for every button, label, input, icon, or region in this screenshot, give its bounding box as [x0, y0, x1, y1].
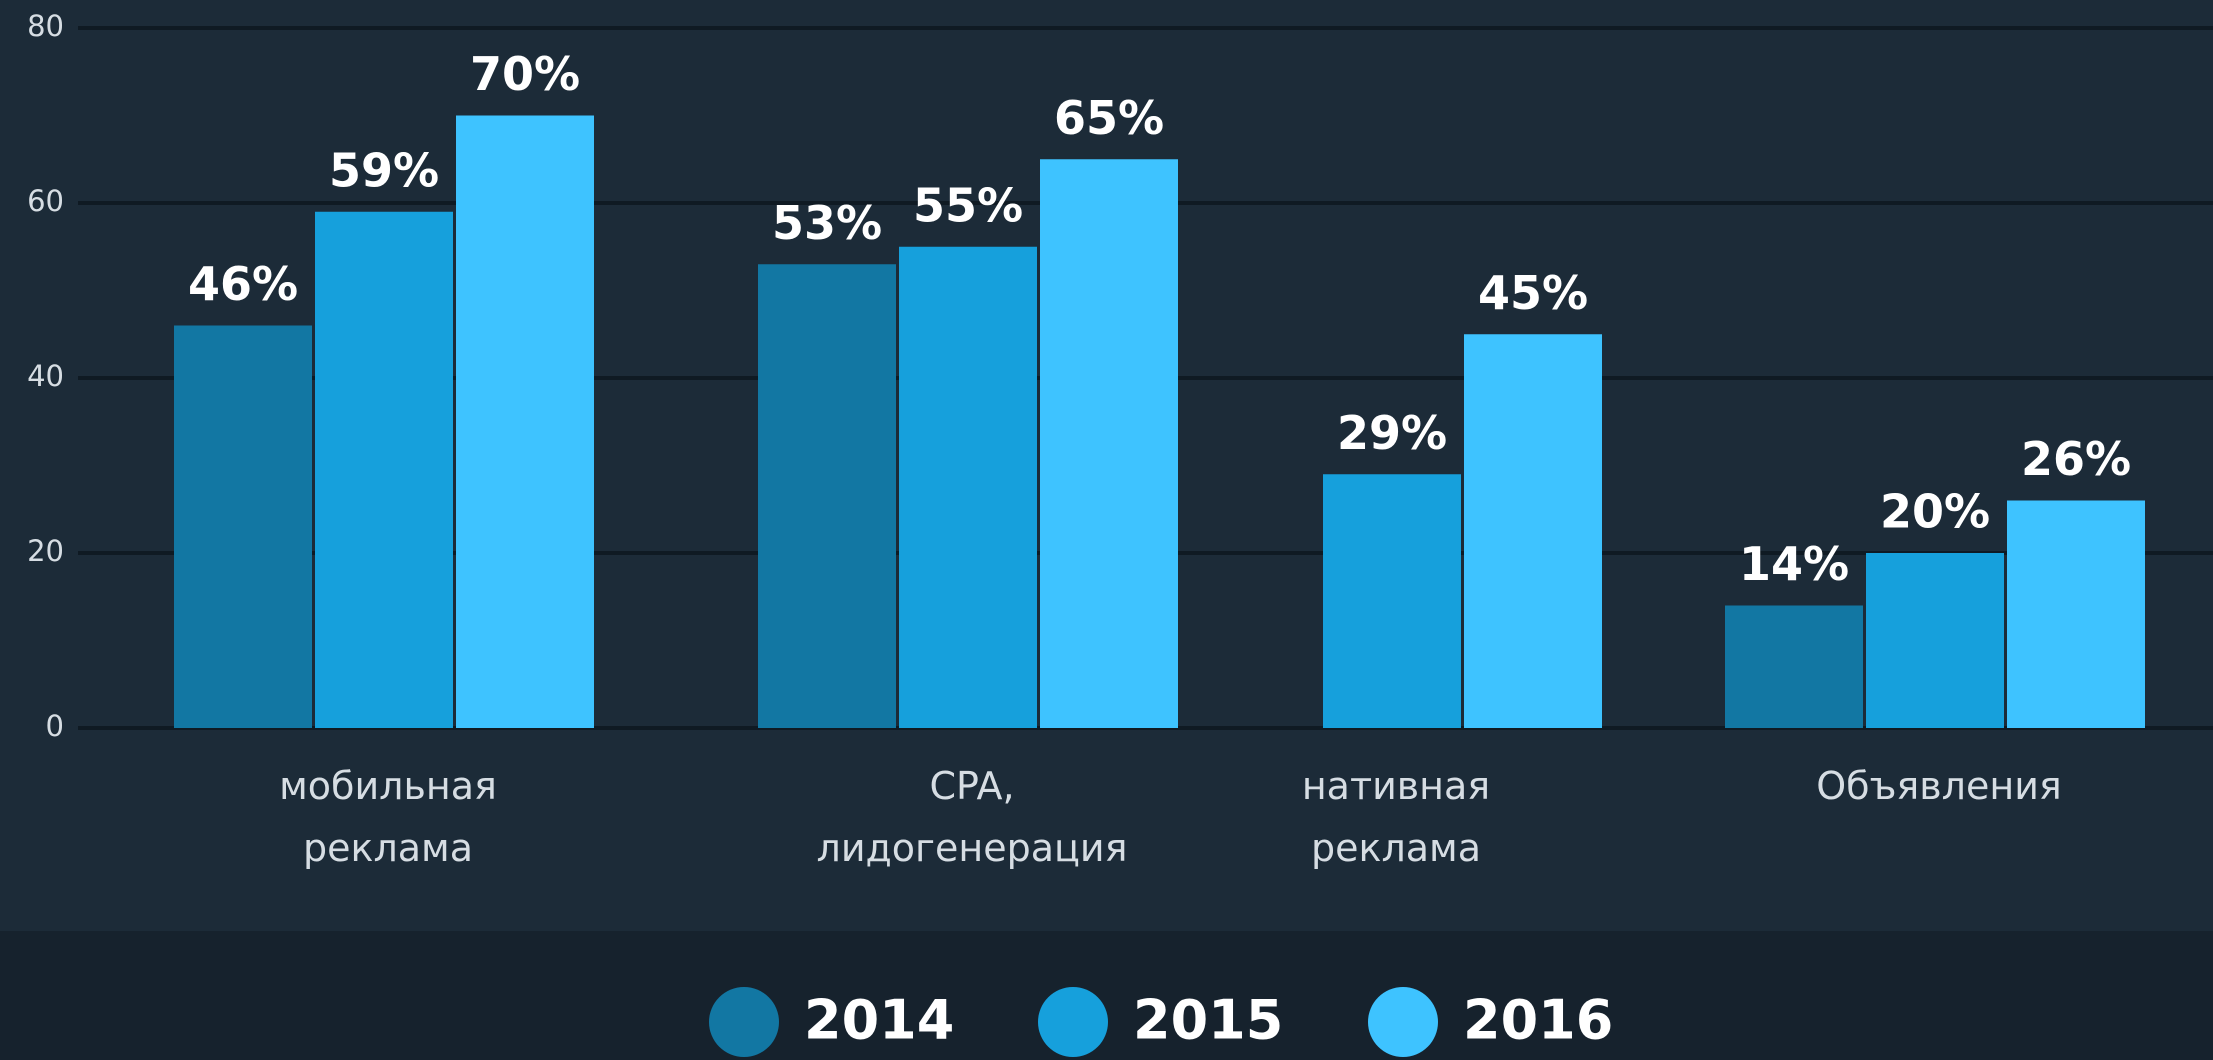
value-label: 59% — [329, 143, 439, 197]
bar — [899, 246, 1037, 728]
value-label: 70% — [470, 47, 580, 101]
x-tick-label: CPA, лидогенерация — [817, 764, 1128, 870]
legend-background — [0, 931, 2213, 1060]
y-tick-label: 60 — [27, 184, 64, 218]
value-label: 14% — [1739, 537, 1849, 591]
legend-label: 2015 — [1133, 989, 1283, 1052]
value-label: 65% — [1054, 91, 1164, 145]
bar — [1725, 605, 1863, 728]
x-tick-label: Объявления — [1816, 764, 2062, 808]
x-tick-label: мобильная реклама — [279, 764, 497, 870]
bar — [758, 264, 896, 728]
value-label: 53% — [772, 196, 882, 250]
value-label: 55% — [913, 178, 1023, 232]
bar — [174, 325, 312, 728]
value-label: 26% — [2021, 432, 2131, 486]
value-label: 29% — [1337, 406, 1447, 460]
value-label: 46% — [188, 257, 298, 311]
y-tick-label: 40 — [27, 359, 64, 393]
y-tick-label: 0 — [46, 709, 64, 743]
bar — [1866, 553, 2004, 728]
bar — [2007, 500, 2145, 728]
bar — [456, 115, 594, 728]
legend-swatch — [709, 987, 779, 1057]
legend-label: 2016 — [1463, 989, 1613, 1052]
y-tick-label: 80 — [27, 9, 64, 43]
bar — [315, 211, 453, 728]
value-label: 20% — [1880, 485, 1990, 539]
legend-label: 2014 — [804, 989, 954, 1052]
legend-swatch — [1368, 987, 1438, 1057]
x-tick-label: нативная реклама — [1302, 764, 1490, 870]
bar — [1040, 159, 1178, 728]
bar — [1464, 334, 1602, 728]
bar — [1323, 474, 1461, 728]
y-tick-label: 20 — [27, 534, 64, 568]
legend-swatch — [1038, 987, 1108, 1057]
value-label: 45% — [1478, 266, 1588, 320]
